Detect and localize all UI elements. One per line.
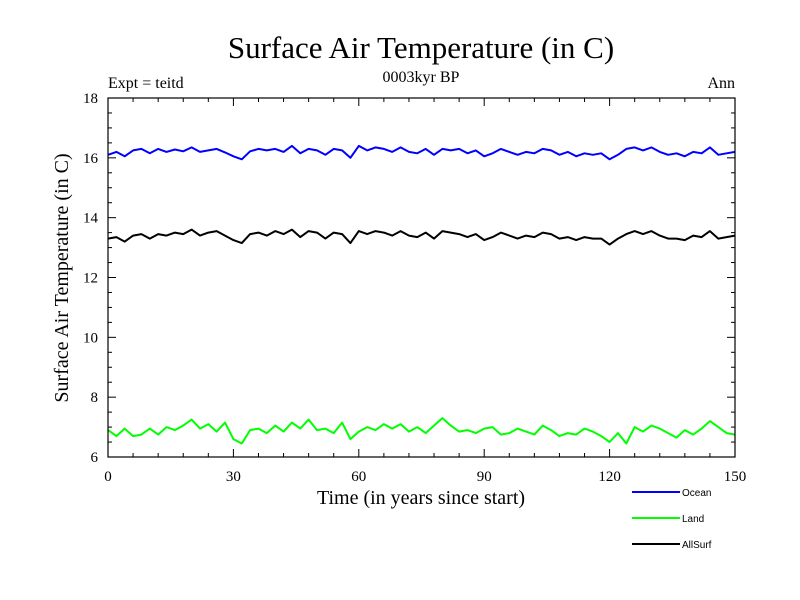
series-line-land (107, 417, 736, 445)
y-tick-label: 12 (83, 271, 98, 287)
y-tick-label: 16 (83, 151, 99, 167)
legend-label-allsurf: AllSurf (682, 540, 712, 551)
series-layer (107, 144, 736, 445)
x-axis: 0 30 60 90 120 150 (104, 98, 746, 485)
x-tick-label: 90 (477, 469, 492, 485)
y-tick-label: 14 (83, 211, 99, 227)
y-axis: 6 8 10 12 14 16 18 (83, 91, 735, 466)
season-label: Ann (707, 75, 735, 92)
x-tick-label: 60 (351, 469, 366, 485)
x-axis-label: Time (in years since start) (317, 487, 525, 509)
series-line-allsurf (107, 228, 736, 246)
x-tick-label: 0 (104, 469, 112, 485)
y-tick-label: 8 (91, 390, 99, 406)
y-tick-label: 18 (83, 91, 98, 107)
legend-label-ocean: Ocean (682, 488, 711, 499)
chart-subtitle: 0003kyr BP (383, 69, 460, 86)
x-tick-label: 30 (226, 469, 241, 485)
experiment-label: Expt = teitd (108, 75, 184, 92)
y-axis-label: Surface Air Temperature (in C) (51, 153, 73, 402)
x-tick-label: 120 (598, 469, 621, 485)
y-tick-label: 10 (83, 330, 98, 346)
legend: Ocean Land AllSurf (632, 488, 712, 551)
y-tick-label: 6 (91, 450, 99, 466)
series-line-ocean (107, 144, 736, 161)
x-tick-label: 150 (724, 469, 747, 485)
chart-title: Surface Air Temperature (in C) (228, 30, 614, 65)
legend-label-land: Land (682, 514, 704, 525)
